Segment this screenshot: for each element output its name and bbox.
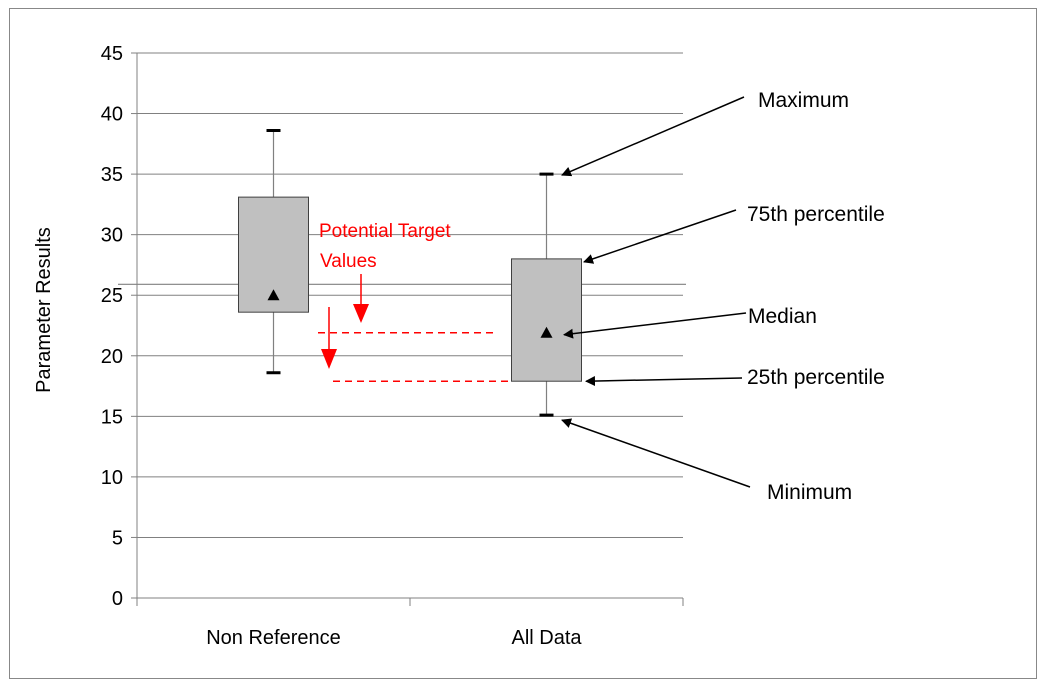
y-tick-label: 40: [101, 104, 123, 126]
annotation-label: 75th percentile: [747, 203, 885, 226]
iqr-box: [511, 258, 582, 382]
target-arrow-head: [353, 304, 369, 323]
annotation-arrow: [561, 418, 751, 488]
annotation-label: 25th percentile: [747, 366, 885, 389]
target-arrow-head: [321, 349, 337, 369]
annotation-arrow: [563, 312, 747, 339]
y-tick-label: 30: [101, 225, 123, 247]
annotation-arrow: [583, 209, 737, 264]
y-tick-label: 20: [101, 346, 123, 368]
median-marker: [267, 289, 280, 301]
box-non-reference: [238, 129, 309, 375]
target-label-line: Potential Target: [319, 221, 451, 242]
y-axis-label: Parameter Results: [33, 227, 55, 393]
y-tick-label: 35: [101, 164, 123, 186]
annotation-label: Median: [748, 305, 817, 328]
x-category-label: All Data: [511, 627, 582, 649]
annotation-arrow: [561, 96, 745, 177]
target-label-line: Values: [320, 251, 377, 272]
annotation-label: Minimum: [767, 481, 852, 504]
y-tick-label: 45: [101, 43, 123, 65]
y-tick-label: 25: [101, 285, 123, 307]
x-category-label: Non Reference: [206, 627, 341, 649]
annotation-arrow: [585, 376, 743, 387]
y-tick-label: 0: [112, 588, 123, 610]
y-tick-label: 5: [112, 527, 123, 549]
median-marker: [540, 326, 553, 338]
y-tick-label: 15: [101, 406, 123, 428]
annotation-label: Maximum: [758, 89, 849, 112]
box-all-data: [511, 172, 582, 417]
y-tick-label: 10: [101, 467, 123, 489]
